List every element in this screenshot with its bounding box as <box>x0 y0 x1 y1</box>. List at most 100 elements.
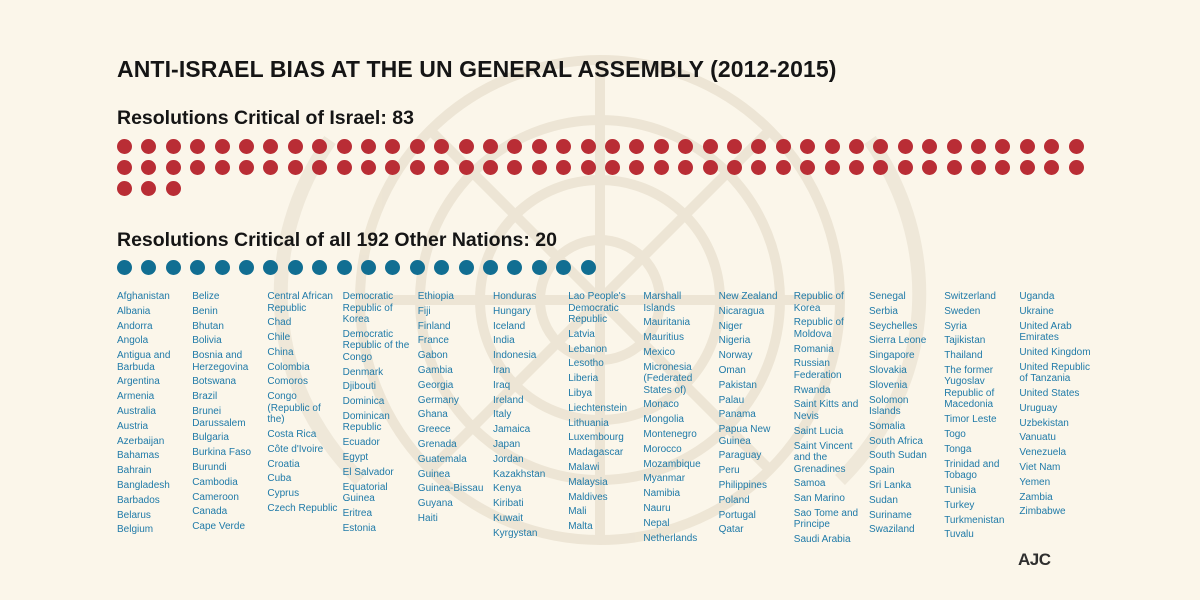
country-name: Kuwait <box>493 512 524 524</box>
country-name: Armenia <box>117 391 155 403</box>
israel-resolution-dot <box>946 139 962 154</box>
israel-resolution-dot <box>239 139 254 154</box>
country-name: Tajikistan <box>944 335 986 347</box>
country-name: Honduras <box>493 291 537 302</box>
country-name: Republic of Moldova <box>793 317 844 340</box>
israel-resolution-dot <box>507 139 523 154</box>
other-nations-resolution-dot <box>336 260 352 275</box>
country-name: China <box>267 346 294 358</box>
israel-resolution-dot <box>556 160 572 176</box>
country-name: Trinidad and Tobago <box>944 458 1000 482</box>
country-name: Mauritius <box>643 332 684 344</box>
country-name: Mali <box>568 506 587 518</box>
country-name: Solomon Islands <box>869 394 909 418</box>
israel-resolution-dot <box>287 160 303 176</box>
country-name: Venezuela <box>1019 447 1067 459</box>
country-name: Tunisia <box>944 484 977 496</box>
country-name: Antigua and Barbuda <box>117 350 171 373</box>
country-name: Lebanon <box>568 343 608 355</box>
israel-resolution-dot <box>214 160 230 176</box>
country-name: Iraq <box>493 379 511 391</box>
other-nations-resolution-dot <box>458 260 474 275</box>
country-name: Costa Rica <box>267 429 317 441</box>
country-name: Slovakia <box>869 364 907 376</box>
country-name: United Republic of Tanzania <box>1019 361 1090 385</box>
israel-resolution-dot <box>653 160 669 176</box>
country-name: Guyana <box>417 498 453 510</box>
country-name: India <box>493 335 515 347</box>
israel-resolutions-label: Resolutions Critical of Israel: 83 <box>117 107 414 129</box>
israel-resolution-dot <box>922 139 938 154</box>
country-name: Luxembourg <box>568 432 624 444</box>
israel-resolution-dot <box>458 139 474 154</box>
country-name: Botswana <box>192 376 237 388</box>
other-nations-resolution-dot <box>214 260 230 275</box>
country-name: Gambia <box>417 364 453 376</box>
israel-resolution-dot <box>702 139 718 154</box>
country-name: Cambodia <box>192 476 238 488</box>
israel-resolution-dot <box>312 139 328 154</box>
country-name: South Africa <box>869 435 923 447</box>
country-name: Dominican Republic <box>342 410 390 434</box>
other-nations-resolution-dot <box>531 260 547 275</box>
other-nations-resolution-dot <box>312 260 328 275</box>
other-nations-resolution-dot <box>385 260 401 275</box>
country-name: Seychelles <box>869 320 918 332</box>
country-name: Morocco <box>643 443 682 455</box>
israel-resolution-dot <box>775 139 791 154</box>
country-name: Uzbekistan <box>1019 417 1069 429</box>
israel-resolution-dot <box>507 160 523 176</box>
country-name: Hungary <box>493 305 531 317</box>
country-name: Netherlands <box>643 532 698 544</box>
country-name: Ukraine <box>1019 305 1054 317</box>
country-name: Greece <box>417 424 451 436</box>
israel-resolution-dot <box>1019 139 1035 154</box>
country-name: Tonga <box>944 443 972 455</box>
other-nations-resolution-dot <box>483 260 498 275</box>
country-name: New Zealand <box>718 291 778 302</box>
country-name: Togo <box>944 429 966 441</box>
country-name: Nepal <box>643 517 670 529</box>
country-name: Democratic Republic of Korea <box>342 291 394 325</box>
country-name: Bhutan <box>192 320 224 332</box>
other-nations-resolution-dot <box>117 260 132 275</box>
ajc-logo: AJC <box>1018 550 1051 569</box>
country-name: Brazil <box>192 391 218 403</box>
israel-resolution-dot <box>678 160 694 176</box>
country-name: Eritrea <box>342 507 373 519</box>
country-name: Saudi Arabia <box>793 534 851 546</box>
other-nations-resolution-dot <box>434 260 450 275</box>
country-name: Germany <box>417 394 459 406</box>
israel-resolution-dot <box>483 160 498 176</box>
country-name: Montenegro <box>643 429 697 441</box>
country-name: Mongolia <box>643 414 684 426</box>
country-name: Fiji <box>417 305 431 317</box>
israel-resolution-dot <box>165 160 181 176</box>
country-name: Lesotho <box>568 358 604 370</box>
other-nations-resolutions-dots <box>117 260 617 278</box>
country-name: Guinea-Bissau <box>417 483 484 495</box>
israel-resolution-dot <box>678 139 694 154</box>
israel-resolution-dot <box>1068 160 1084 176</box>
israel-resolution-dot <box>849 139 864 154</box>
country-name: Japan <box>493 438 521 450</box>
country-name: Uganda <box>1019 291 1055 302</box>
israel-resolution-dot <box>946 160 962 176</box>
country-name: Saint Kitts and Nevis <box>793 399 859 422</box>
country-name: Jamaica <box>493 424 531 436</box>
country-name: Egypt <box>342 452 369 464</box>
country-name: Argentina <box>117 376 160 388</box>
country-name: Paraguay <box>718 450 762 462</box>
country-name: Gabon <box>417 350 448 362</box>
country-name: Mozambique <box>643 458 701 470</box>
israel-resolution-dot <box>117 139 132 154</box>
country-name: Thailand <box>944 350 983 362</box>
country-column: Uganda Ukraine United Arab Emirates United … <box>1019 291 1091 521</box>
country-name: Malta <box>568 521 593 533</box>
other-nations-resolution-dot <box>190 260 206 275</box>
country-name: Grenada <box>417 438 457 450</box>
country-name: El Salvador <box>342 466 394 478</box>
israel-resolution-dot <box>190 139 206 154</box>
country-name: Afghanistan <box>117 291 170 302</box>
country-name: Sweden <box>944 305 981 317</box>
